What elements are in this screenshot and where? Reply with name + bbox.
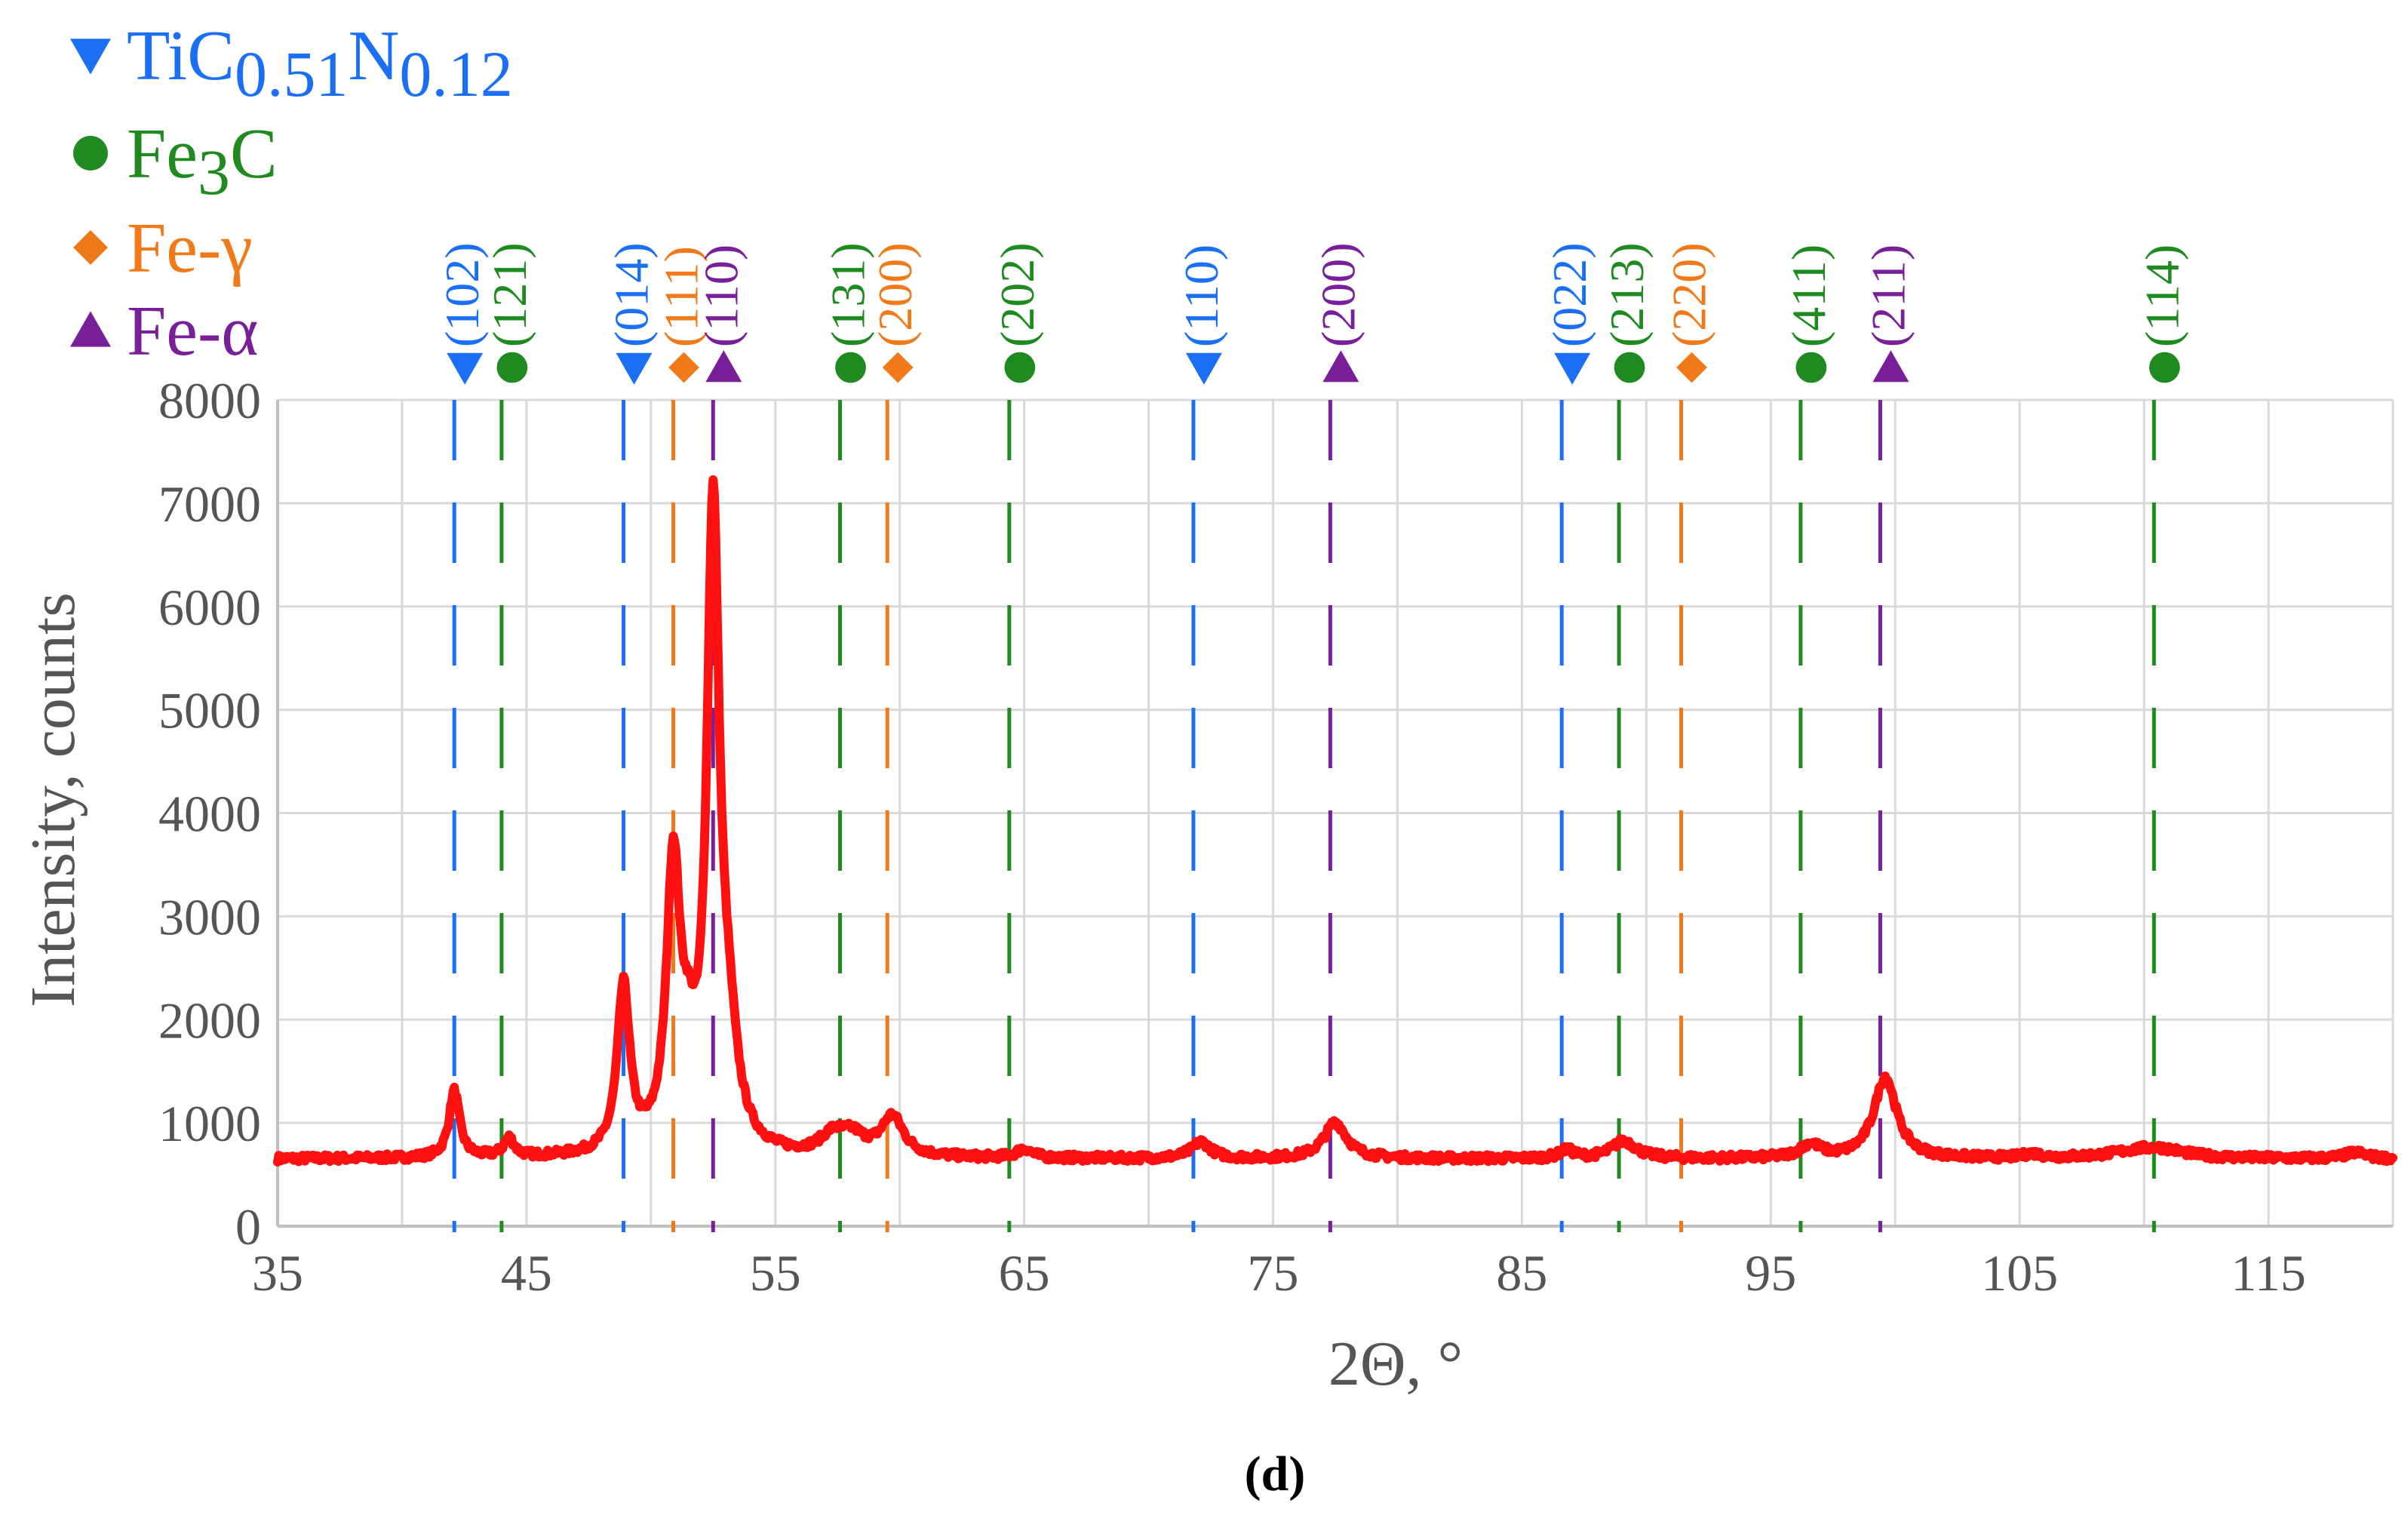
x-tick-label: 95 [1745,1244,1796,1302]
reference-marker [705,350,742,383]
reference-marker [835,352,866,383]
reference-marker [1676,352,1707,383]
hkl-label: (121) [483,242,536,347]
hkl-label: (411) [1782,244,1835,347]
hkl-label: (202) [991,242,1044,347]
x-tick-label: 115 [2231,1244,2305,1302]
y-tick-label: 4000 [158,786,261,843]
legend-label: Fe-γ [127,209,253,287]
x-axis-label: 2Θ, ° [1328,1329,1463,1399]
y-tick-label: 6000 [158,579,261,636]
x-tick-label: 45 [501,1244,552,1302]
reference-marker [616,352,653,385]
x-tick-label: 75 [1248,1244,1299,1302]
hkl-label: (200) [868,242,922,347]
reference-marker [1322,350,1359,383]
intensity-curve [273,475,2397,1167]
reference-marker [1554,352,1591,385]
y-tick-label: 7000 [158,475,261,533]
legend-label: Fe3C [127,115,278,208]
legend-marker [73,230,108,265]
reference-marker [1004,352,1036,383]
reference-marker [447,352,484,385]
y-tick-label: 5000 [158,682,261,739]
hkl-label: (014) [605,242,659,347]
x-tick-label: 55 [750,1244,801,1302]
reference-marker [496,352,528,383]
reference-marker [2148,352,2180,383]
hkl-label: (211) [1861,244,1915,347]
legend-marker [70,38,111,75]
legend-text: Fe-γ [127,209,253,287]
legend-text: TiC [127,17,235,95]
hkl-label: (110) [1175,244,1228,347]
x-tick-label: 65 [999,1244,1050,1302]
hkl-label: (111) [655,246,708,347]
reference-marker [882,352,914,383]
tick-label-group: 35 45 55 65 75 85 95 105 115 0 1000 2000 3000 4000 500… [158,372,2306,1302]
y-tick-label: 8000 [158,372,261,429]
grid [278,398,2394,1228]
reference-marker [1614,352,1645,383]
peak-label-group: (102)(121) (014)(111)(110) (131)(200) (202)… [435,242,2188,347]
axes [276,400,2393,1228]
legend-subscript: 3 [198,136,230,208]
legend-text: Fe [127,115,198,193]
reference-marker [668,352,699,383]
reference-lines [452,400,2156,1232]
hkl-label: (213) [1600,242,1654,347]
hkl-label: (114) [2135,244,2188,347]
y-tick-label: 3000 [158,888,261,945]
reference-marker [1872,350,1909,383]
legend-marker [70,311,111,347]
hkl-label: (220) [1663,242,1716,347]
legend-subscript: 0.51 [235,38,349,110]
y-tick-label: 2000 [158,992,261,1049]
x-tick-label: 85 [1496,1244,1547,1302]
hkl-label: (102) [435,242,489,347]
legend-text: C [230,115,278,193]
x-tick-label: 35 [252,1244,303,1302]
peak-marker-group [447,350,2180,385]
hkl-label: (022) [1543,242,1596,347]
legend-text: Fe-α [127,292,259,370]
legend-label: Fe-α [127,292,259,370]
figure-caption: (d) [1245,1447,1306,1502]
legend-text: N [348,17,399,95]
x-tick-label: 105 [1981,1244,2058,1302]
hkl-label: (110) [694,244,748,347]
y-tick-label: 1000 [158,1095,261,1152]
hkl-label: (200) [1311,242,1365,347]
legend-marker [73,136,108,171]
reference-marker [1185,352,1222,385]
legend-label: TiC0.51N0.12 [127,17,513,110]
y-tick-label: 0 [235,1198,261,1256]
series-group [273,475,2397,1167]
hkl-label: (131) [822,242,875,347]
y-axis-label: Intensity, counts [18,592,88,1007]
legend-subscript: 0.12 [399,38,513,110]
reference-marker [1795,352,1827,383]
